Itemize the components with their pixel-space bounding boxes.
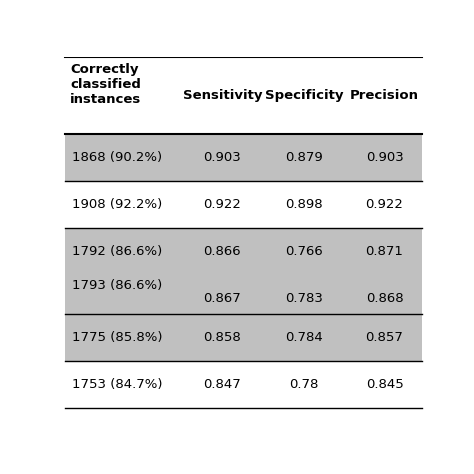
- Text: Sensitivity: Sensitivity: [182, 89, 262, 102]
- Text: 0.78: 0.78: [290, 378, 319, 391]
- Text: 0.871: 0.871: [365, 245, 403, 258]
- Text: 0.845: 0.845: [365, 378, 403, 391]
- Text: Correctly
classified
instances: Correctly classified instances: [70, 63, 141, 106]
- Bar: [65, 134, 422, 181]
- Text: 0.898: 0.898: [285, 198, 323, 211]
- Text: 1908 (92.2%): 1908 (92.2%): [72, 198, 162, 211]
- Text: 0.879: 0.879: [285, 151, 323, 164]
- Text: 1775 (85.8%): 1775 (85.8%): [72, 331, 162, 344]
- Bar: [65, 57, 422, 134]
- Text: Precision: Precision: [350, 89, 419, 102]
- Text: 0.766: 0.766: [285, 245, 323, 258]
- Bar: [65, 228, 422, 314]
- Bar: [65, 361, 422, 408]
- Text: 0.922: 0.922: [365, 198, 403, 211]
- Text: 0.868: 0.868: [366, 292, 403, 305]
- Text: 0.784: 0.784: [285, 331, 323, 344]
- Bar: [65, 181, 422, 228]
- Text: 0.903: 0.903: [365, 151, 403, 164]
- Text: 0.922: 0.922: [203, 198, 241, 211]
- Text: 0.847: 0.847: [203, 378, 241, 391]
- Text: 0.903: 0.903: [203, 151, 241, 164]
- Text: 0.858: 0.858: [203, 331, 241, 344]
- Text: 0.783: 0.783: [285, 292, 323, 305]
- Text: 1753 (84.7%): 1753 (84.7%): [72, 378, 162, 391]
- Text: 1793 (86.6%): 1793 (86.6%): [72, 279, 162, 292]
- Bar: [65, 314, 422, 361]
- Text: 0.867: 0.867: [203, 292, 241, 305]
- Text: 0.857: 0.857: [365, 331, 403, 344]
- Text: 0.866: 0.866: [203, 245, 241, 258]
- Text: Specificity: Specificity: [265, 89, 344, 102]
- Text: 1792 (86.6%): 1792 (86.6%): [72, 245, 162, 258]
- Text: 1868 (90.2%): 1868 (90.2%): [72, 151, 162, 164]
